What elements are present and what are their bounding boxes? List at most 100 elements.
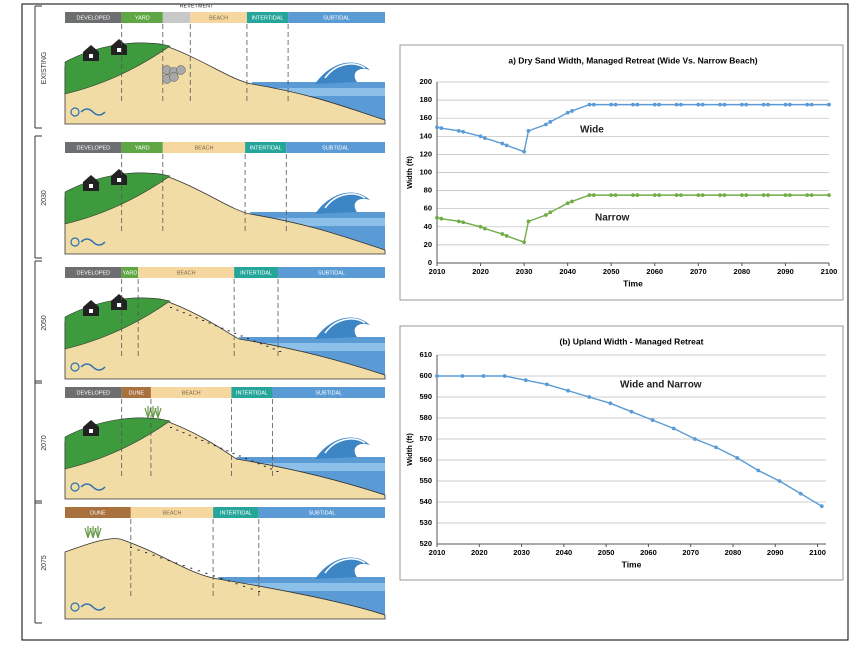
point — [635, 193, 639, 197]
point — [548, 210, 552, 214]
zone-label: DEVELOPED — [77, 390, 111, 396]
former-profile — [221, 328, 223, 329]
point — [744, 193, 748, 197]
zone-label: SUBTIDAL — [315, 390, 342, 396]
panel-label: 2070 — [41, 435, 48, 451]
point — [609, 103, 613, 107]
zone-label: INTERTIDAL — [220, 510, 252, 516]
point — [588, 103, 592, 107]
x-tick-label: 2020 — [472, 267, 489, 276]
point — [500, 142, 504, 146]
house — [83, 45, 99, 61]
x-tick-label: 2070 — [690, 267, 707, 276]
x-tick-label: 2100 — [821, 267, 838, 276]
house-window — [89, 309, 93, 313]
former-profile — [195, 437, 197, 438]
point — [693, 437, 697, 441]
x-tick-label: 2080 — [734, 267, 751, 276]
zone-label: BEACH — [209, 15, 228, 21]
former-profile — [189, 435, 191, 436]
former-profile — [233, 453, 235, 454]
former-profile — [266, 346, 268, 347]
point — [460, 374, 464, 378]
point — [723, 193, 727, 197]
y-tick-label: 610 — [419, 350, 432, 359]
point — [527, 219, 531, 223]
point — [778, 479, 782, 483]
former-profile — [220, 578, 222, 579]
x-tick-label: 2070 — [682, 548, 699, 557]
former-profile — [251, 461, 253, 462]
y-tick-label: 580 — [419, 413, 432, 422]
zone-label: DUNE — [129, 390, 145, 396]
point — [457, 219, 461, 223]
house-window — [89, 54, 93, 58]
point — [820, 504, 824, 508]
house-window — [89, 184, 93, 188]
dune-grass — [85, 526, 91, 538]
point — [614, 103, 618, 107]
zone-label: INTERTIDAL — [250, 145, 282, 151]
point — [483, 136, 487, 140]
zone-label: SUBTIDAL — [322, 145, 349, 151]
revetment-rock — [176, 66, 185, 75]
house — [111, 169, 127, 185]
y-tick-label: 20 — [424, 240, 432, 249]
point — [522, 150, 526, 154]
house — [83, 175, 99, 191]
former-profile — [202, 320, 204, 321]
former-profile — [228, 581, 230, 582]
point — [592, 103, 596, 107]
point — [545, 383, 549, 387]
chart-frame — [400, 326, 843, 580]
zone-label: SUBTIDAL — [318, 270, 345, 276]
point — [609, 193, 613, 197]
panel: DEVELOPEDDUNEBEACHINTERTIDALSUBTIDAL — [65, 387, 385, 499]
point — [766, 193, 770, 197]
point — [784, 103, 788, 107]
y-tick-label: 120 — [419, 149, 432, 158]
x-tick-label: 2050 — [598, 548, 615, 557]
point — [631, 103, 635, 107]
panel-label: 2030 — [41, 190, 48, 206]
y-tick-label: 40 — [424, 222, 432, 231]
former-profile — [168, 560, 170, 561]
point — [548, 120, 552, 124]
zone-label: BEACH — [162, 510, 181, 516]
point — [679, 193, 683, 197]
house-window — [117, 178, 121, 182]
former-profile — [196, 317, 198, 318]
former-profile — [214, 445, 216, 446]
y-tick-label: 520 — [419, 539, 432, 548]
point — [696, 193, 700, 197]
y-tick-label: 140 — [419, 131, 432, 140]
house-window — [117, 303, 121, 307]
point — [653, 103, 657, 107]
point — [756, 469, 760, 473]
zone-annotation: REVETMENT — [180, 3, 215, 9]
point — [587, 395, 591, 399]
former-profile — [279, 351, 281, 352]
former-profile — [241, 335, 243, 336]
point — [461, 130, 465, 134]
former-profile — [138, 550, 140, 551]
y-tick-label: 560 — [419, 455, 432, 464]
x-tick-label: 2060 — [640, 548, 657, 557]
zone-label: SUBTIDAL — [323, 15, 350, 21]
series-label: Wide and Narrow — [620, 380, 702, 391]
x-axis-label: Time — [623, 278, 643, 288]
y-tick-label: 540 — [419, 497, 432, 506]
x-tick-label: 2090 — [767, 548, 784, 557]
zone-label: DEVELOPED — [77, 145, 111, 151]
point — [805, 103, 809, 107]
point — [788, 103, 792, 107]
point — [435, 216, 439, 220]
zone-label: SUBTIDAL — [308, 510, 335, 516]
former-profile — [245, 458, 247, 459]
chart-title: (b) Upland Width - Managed Retreat — [560, 336, 704, 346]
point — [588, 193, 592, 197]
former-profile — [198, 570, 200, 571]
former-profile — [260, 343, 262, 344]
former-profile — [247, 338, 249, 339]
